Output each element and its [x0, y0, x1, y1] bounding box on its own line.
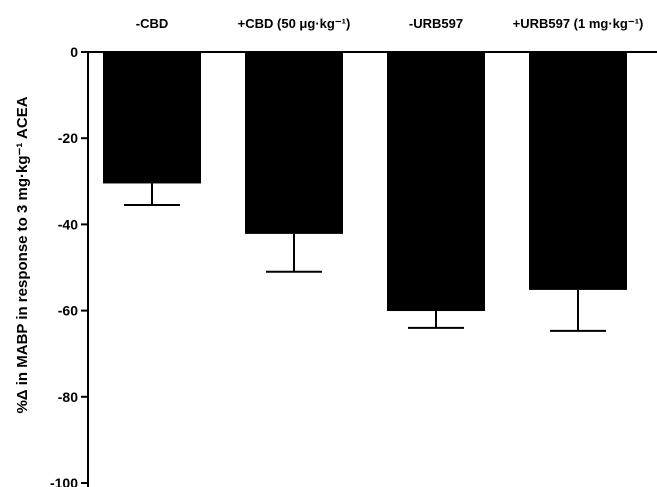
bar	[245, 52, 343, 234]
category-label: -CBD	[136, 16, 169, 31]
bar	[529, 52, 627, 290]
y-tick-label: 0	[70, 44, 78, 60]
category-label: +URB597 (1 mg·kg⁻¹)	[513, 16, 644, 31]
bar	[103, 52, 201, 184]
y-tick-label: -60	[58, 303, 78, 319]
y-tick-label: -20	[58, 130, 78, 146]
y-tick-label: -40	[58, 216, 78, 232]
error-bars-group	[124, 183, 606, 332]
category-labels: -CBD +CBD (50 μg·kg⁻¹) -URB597 +URB597 (1 m…	[136, 16, 644, 31]
bar	[387, 52, 485, 312]
category-label: -URB597	[409, 16, 463, 31]
bars-group	[103, 52, 627, 312]
y-tick-label: -80	[58, 389, 78, 405]
y-axis-label: %Δ in MABP in response to 3 mg·kg⁻¹ ACEA	[14, 96, 31, 413]
y-tick-label: -100	[50, 475, 78, 487]
category-label: +CBD (50 μg·kg⁻¹)	[238, 16, 351, 31]
y-axis: 0 -20 -40 -60 -80 -100	[50, 44, 89, 487]
